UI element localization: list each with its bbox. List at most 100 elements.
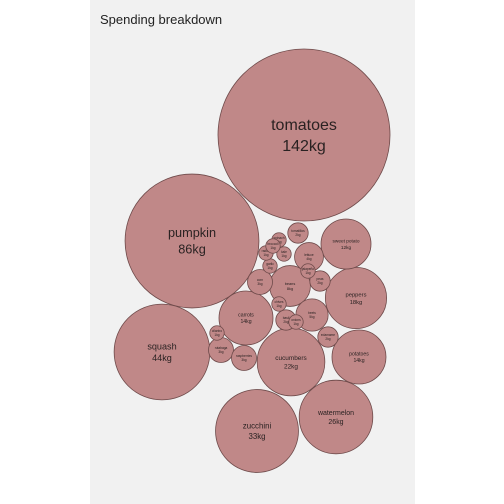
bubble-name-label: carrots bbox=[238, 312, 254, 318]
bubble-circle bbox=[113, 303, 211, 401]
bubble-value-label: 22kg bbox=[284, 363, 298, 370]
bubble-name-label: watermelon bbox=[317, 410, 354, 417]
bubble-name-label: tomatillos bbox=[291, 229, 305, 233]
bubble-name-label: peppers bbox=[345, 292, 366, 298]
bubble-name-label: kale bbox=[281, 250, 287, 254]
bubble-name-label: lettuce bbox=[304, 253, 314, 257]
bubble-value-label: 2kg bbox=[283, 320, 288, 324]
bubble-circle bbox=[287, 222, 309, 244]
bubble-name-label: chives bbox=[274, 300, 283, 304]
bubble-name-label: raspberries bbox=[236, 354, 252, 358]
bubble-circle bbox=[317, 326, 339, 348]
bubble-circle bbox=[209, 325, 225, 341]
bubble-value-label: 2kg bbox=[295, 233, 300, 237]
bubble-value-label: 1kg bbox=[270, 246, 275, 250]
bubble-value-label: 1kg bbox=[305, 271, 310, 275]
bubble-value-label: 8kg bbox=[287, 286, 293, 291]
chart-title: Spending breakdown bbox=[100, 12, 223, 27]
bubble-name-label: spinach bbox=[274, 236, 285, 240]
bubble-name-label: cilantro bbox=[212, 329, 223, 333]
bubble-name-label: sweet potato bbox=[333, 239, 360, 245]
bubble-value-label: 1kg bbox=[293, 322, 298, 326]
bubble-value-label: 86kg bbox=[178, 242, 206, 257]
bubble-value-label: 14kg bbox=[353, 358, 364, 364]
bubble-name-label: cucumbers bbox=[275, 355, 306, 362]
bubble-circle bbox=[320, 218, 372, 270]
bubble-circle bbox=[300, 263, 316, 279]
bubble-value-label: 18kg bbox=[350, 300, 363, 306]
bubble-name-label: rutabaga bbox=[215, 346, 228, 350]
bubble-name-label: peas bbox=[317, 277, 324, 281]
bubble-value-label: 2kg bbox=[325, 337, 330, 341]
bubble-circle bbox=[271, 296, 287, 312]
bubble-value-label: 14kg bbox=[240, 319, 251, 325]
bubble-circle bbox=[309, 270, 331, 292]
bubble-name-label: pumpkin bbox=[168, 225, 216, 240]
bubble-value-label: 4kg bbox=[306, 257, 311, 261]
bubble-value-label: 1kg bbox=[267, 266, 272, 270]
bubble-value-label: 3kg bbox=[241, 358, 246, 362]
bubble-circle bbox=[217, 48, 391, 222]
bubble-circle bbox=[218, 290, 274, 346]
bubble-value-label: 5kg bbox=[309, 315, 314, 319]
bubble-name-label: squash bbox=[147, 341, 176, 351]
bubble-circle bbox=[247, 269, 273, 295]
bubble-name-label: edamame bbox=[321, 333, 335, 337]
bubble-value-label: 44kg bbox=[152, 353, 172, 363]
bubble-circle bbox=[324, 266, 388, 330]
bubble-circle bbox=[288, 314, 304, 330]
bubble-name-label: beans bbox=[285, 281, 296, 286]
bubble-value-label: 33kg bbox=[248, 432, 265, 441]
bubble-value-label: 142kg bbox=[282, 138, 326, 155]
bubble-circle bbox=[298, 379, 374, 455]
bubble-circle bbox=[124, 173, 260, 309]
bubble-value-label: 3kg bbox=[218, 350, 223, 354]
bubble-value-label: 1kg bbox=[214, 333, 219, 337]
bubble-circle bbox=[231, 345, 257, 371]
bubble-name-label: broccoli bbox=[268, 242, 279, 246]
bubble-value-label: 1kg bbox=[263, 253, 268, 257]
bubble-name-label: potatoes bbox=[349, 351, 369, 357]
bubble-name-label: corn bbox=[257, 278, 263, 282]
bubble-circle bbox=[276, 246, 292, 262]
bubble-value-label: 12kg bbox=[341, 245, 352, 251]
bubble-name-label: tomatoes bbox=[271, 117, 337, 134]
bubble-value-label: 2kg bbox=[317, 281, 322, 285]
bubble-pumpkin: pumpkin 86kg bbox=[124, 173, 260, 309]
bubble-peppers: peppers 18kg bbox=[324, 266, 388, 330]
bubble-name-label: basil bbox=[283, 316, 290, 320]
bubble-value-label: 26kg bbox=[328, 419, 343, 426]
bubble-value-label: 1kg bbox=[276, 304, 281, 308]
bubble-circle bbox=[215, 389, 299, 473]
bubble-watermelon: watermelon 26kg bbox=[298, 379, 374, 455]
bubble-name-label: onions bbox=[291, 318, 301, 322]
bubble-squash: squash 44kg bbox=[113, 303, 211, 401]
bubble-name-label: radish bbox=[262, 249, 271, 253]
bubble-value-label: 3kg bbox=[257, 282, 262, 286]
bubble-circle bbox=[265, 238, 281, 254]
bubble-circle bbox=[331, 329, 387, 385]
bubble-name-label: zucchini bbox=[243, 422, 272, 431]
bubble-name-label: jalapeño bbox=[301, 267, 314, 271]
bubble-value-label: 1kg bbox=[281, 254, 286, 258]
